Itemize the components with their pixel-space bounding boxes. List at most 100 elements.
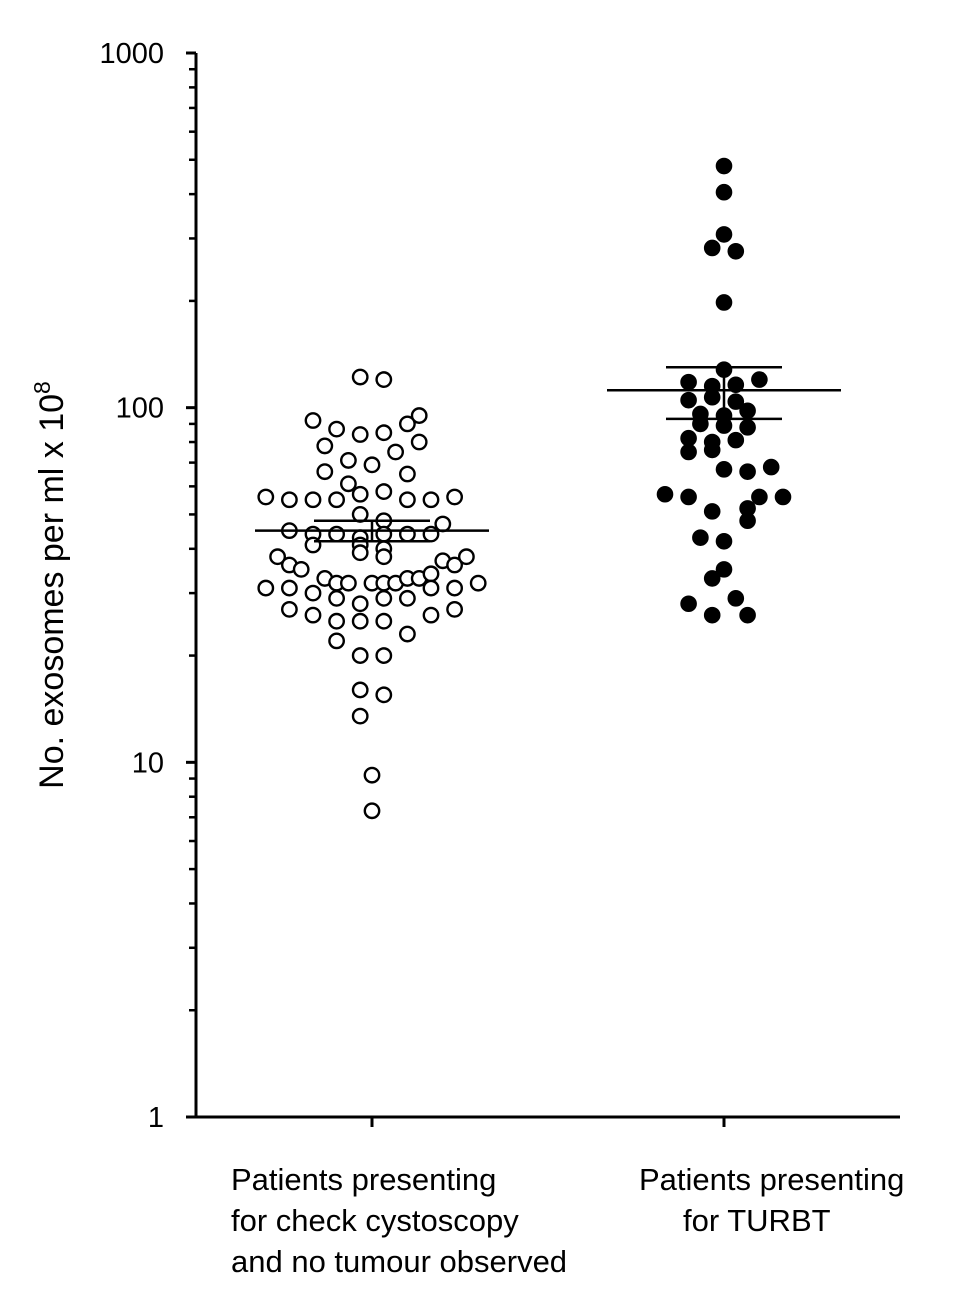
data-points [257, 157, 792, 820]
open-data-point [316, 463, 334, 481]
filled-data-point [774, 488, 792, 506]
open-data-point [280, 491, 298, 509]
filled-data-point [727, 393, 745, 410]
open-data-point [328, 420, 345, 438]
filled-data-point [739, 402, 756, 420]
filled-data-point [715, 561, 733, 578]
open-data-point [446, 556, 463, 574]
open-data-point [375, 548, 393, 566]
open-data-point [363, 456, 381, 474]
open-data-point [328, 589, 345, 607]
filled-data-point [715, 183, 733, 201]
open-data-point [398, 465, 416, 483]
open-data-point [422, 525, 440, 543]
open-data-point [351, 426, 369, 443]
open-data-point [398, 589, 416, 607]
error-bars [255, 366, 841, 543]
category-label-line: and no tumour observed [231, 1244, 567, 1279]
filled-data-point [680, 595, 697, 613]
open-data-point [351, 544, 369, 562]
filled-data-point [715, 417, 733, 434]
open-data-point [469, 574, 487, 592]
open-data-point [304, 584, 322, 602]
filled-data-point [715, 532, 733, 550]
category-label-line: for TURBT [683, 1203, 831, 1238]
y-tick-label: 100 [116, 393, 164, 425]
open-data-point [410, 433, 428, 451]
open-data-point [351, 595, 369, 613]
open-data-point [375, 686, 393, 704]
filled-data-point [703, 606, 721, 624]
filled-data-point [715, 294, 733, 311]
open-data-point [269, 548, 286, 566]
open-data-point [328, 491, 345, 509]
open-data-point [328, 612, 345, 630]
filled-data-point [727, 242, 745, 260]
y-axis-title-main: No. exosomes per ml x 10 [33, 394, 71, 789]
open-data-point [304, 536, 322, 554]
filled-data-point [703, 441, 721, 459]
filled-data-point [692, 529, 709, 546]
open-data-point [339, 475, 357, 493]
filled-data-point [739, 463, 756, 480]
filled-data-point [703, 503, 721, 520]
open-data-point [351, 681, 369, 699]
filled-data-point [715, 461, 733, 478]
open-data-point [304, 491, 322, 509]
filled-data-point [680, 391, 697, 409]
open-data-point [316, 437, 334, 455]
open-data-point [351, 485, 369, 503]
open-data-point [375, 589, 393, 607]
open-data-point [304, 606, 322, 624]
open-data-point [280, 579, 298, 597]
x-ticks [370, 1117, 726, 1127]
open-data-point [292, 560, 310, 578]
open-data-point [398, 625, 416, 643]
filled-data-point [739, 606, 756, 624]
filled-data-point [703, 388, 721, 406]
filled-data-point [715, 157, 733, 175]
open-data-point [387, 443, 404, 461]
open-data-point [328, 525, 345, 543]
open-data-point [339, 452, 357, 469]
filled-data-point [703, 570, 721, 587]
filled-data-point [762, 458, 780, 476]
y-axis-title-exponent: 8 [29, 381, 55, 394]
y-tick-label: 1 [148, 1102, 164, 1134]
open-data-point [351, 707, 369, 725]
open-data-point [375, 483, 393, 500]
open-data-point [375, 371, 393, 388]
open-data-point [280, 600, 298, 618]
y-tick-label: 1000 [99, 38, 164, 70]
open-data-point [339, 574, 357, 592]
open-data-point [257, 579, 275, 597]
open-data-point [363, 766, 381, 784]
open-data-point [422, 491, 440, 509]
open-data-point [446, 579, 463, 597]
open-data-point [375, 424, 393, 442]
open-data-point [446, 600, 463, 618]
open-data-point [257, 488, 275, 506]
category-label-line: Patients presenting [231, 1162, 496, 1197]
filled-data-point [715, 226, 733, 243]
open-data-point [422, 606, 440, 624]
y-axis-title: No. exosomes per ml x 108 [29, 381, 71, 789]
open-data-point [375, 612, 393, 630]
open-data-point [398, 525, 416, 543]
axes [194, 53, 900, 1119]
filled-data-point [680, 488, 697, 506]
open-data-point [398, 491, 416, 509]
filled-data-point [656, 485, 674, 503]
y-tick-label: 10 [132, 747, 164, 779]
open-data-point [375, 647, 393, 664]
filled-data-point [739, 512, 756, 530]
open-data-point [422, 565, 440, 583]
filled-data-point [703, 239, 721, 257]
open-data-point [446, 488, 463, 506]
filled-data-point [680, 443, 697, 461]
category-label-line: for check cystoscopy [231, 1203, 519, 1238]
open-data-point [422, 579, 440, 597]
filled-data-point [680, 373, 697, 391]
open-data-point [304, 412, 322, 429]
